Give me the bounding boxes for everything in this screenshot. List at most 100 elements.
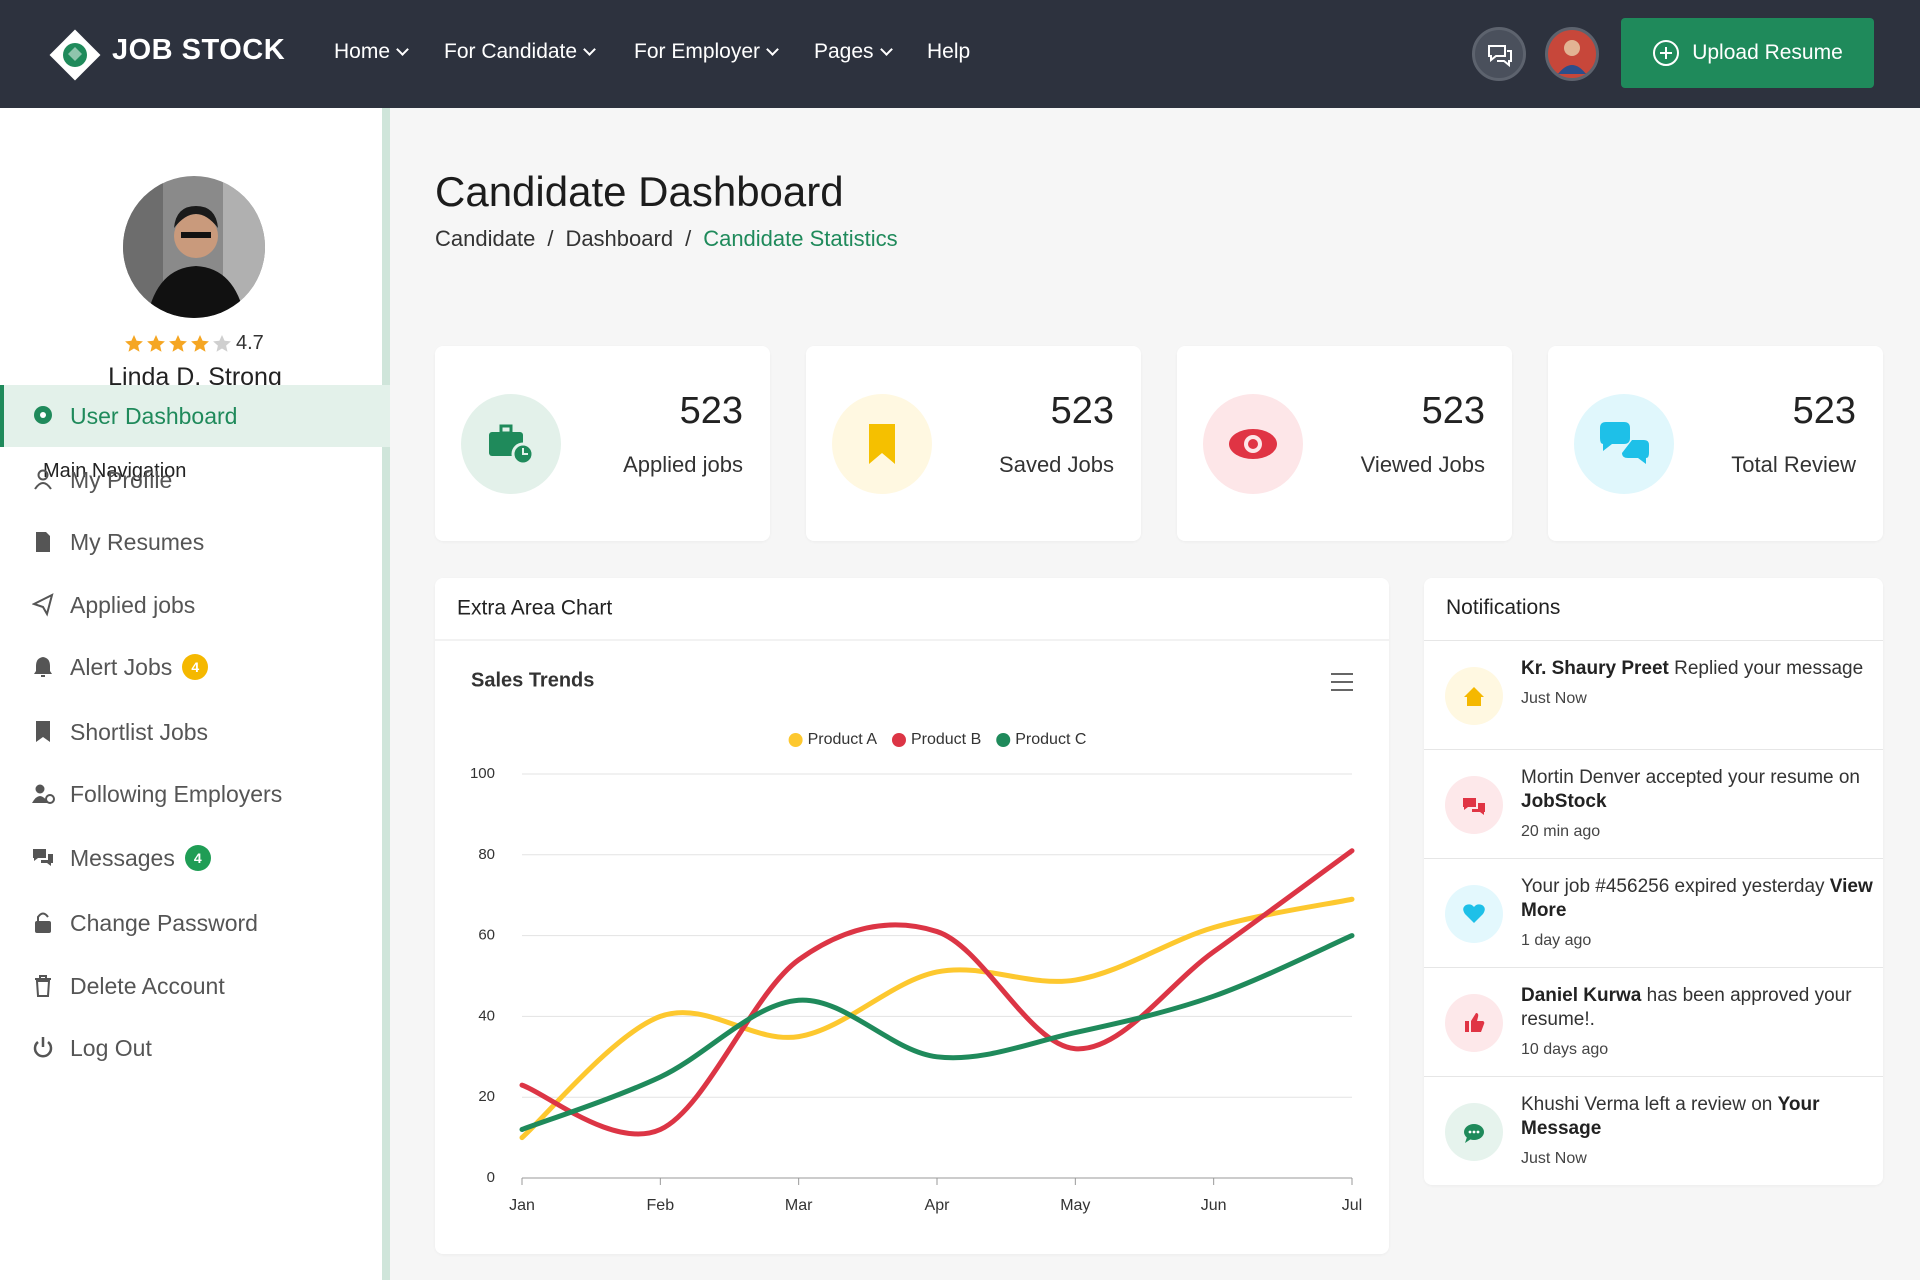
menu-item[interactable]: Delete Account — [0, 955, 390, 1017]
legend-swatch — [788, 733, 803, 747]
notification-icon — [1445, 776, 1503, 834]
menu-label: Applied jobs — [70, 591, 196, 618]
x-tick-label: Jul — [1342, 1197, 1362, 1214]
menu-item[interactable]: My Resumes — [0, 511, 390, 573]
menu-icon — [35, 912, 51, 933]
nav-link[interactable]: Home — [334, 40, 407, 64]
notification-text-part: Replied your message — [1668, 658, 1864, 679]
breadcrumb-item[interactable]: Candidate Statistics — [703, 226, 898, 251]
menu-item[interactable]: Messages 4 — [0, 827, 390, 889]
notification-icon — [1445, 885, 1503, 943]
chart: Extra Area Chart Sales Trends 0 20 40 60 80 1… — [435, 597, 1389, 1214]
notification-time: 1 day ago — [1521, 932, 1592, 949]
x-tick-label: May — [1060, 1197, 1090, 1214]
upload-resume-button[interactable]: Upload Resume — [1621, 18, 1874, 88]
chart-title: Sales Trends — [471, 669, 594, 691]
breadcrumb: Candidate / Dashboard / Candidate Statistics — [435, 226, 898, 252]
stat-label: Viewed Jobs — [1360, 452, 1485, 477]
menu-item[interactable]: Shortlist Jobs — [0, 701, 390, 763]
menu-item[interactable]: Alert Jobs 4 — [0, 636, 390, 698]
nav-heading: Main Navigation — [43, 460, 187, 482]
breadcrumb-item[interactable]: Dashboard — [565, 226, 674, 251]
notification-icon — [1445, 994, 1503, 1052]
stat-value: 523 — [1792, 390, 1856, 432]
nav-link[interactable]: Help — [927, 40, 971, 63]
brand[interactable]: JOB STOCK — [112, 34, 286, 66]
notification-text: Your job #456256 expired yesterday View … — [1521, 875, 1873, 953]
y-tick-label: 20 — [478, 1088, 495, 1105]
messages-icon[interactable] — [1472, 27, 1526, 81]
stat-card: 523 Total Review — [1548, 346, 1883, 541]
breadcrumb-item[interactable]: Candidate — [435, 226, 536, 251]
series-line — [519, 896, 1355, 1141]
profile-photo — [123, 176, 265, 318]
legend-label[interactable]: Product A — [808, 731, 878, 748]
menu-item[interactable]: Applied jobs — [0, 574, 390, 636]
menu-label: My Resumes — [70, 528, 205, 555]
nav-link[interactable]: Pages — [814, 40, 891, 64]
breadcrumb-separator: / — [685, 226, 692, 251]
notification-text-part: Your Message — [1521, 1094, 1820, 1139]
menu-label: User Dashboard — [70, 402, 238, 429]
notification-text-part: Khushi Verma left a review on — [1521, 1094, 1778, 1115]
stat-label: Total Review — [1731, 452, 1856, 477]
notifications-title: Notifications — [1446, 596, 1561, 619]
menu-badge: 4 — [182, 654, 209, 680]
stat-icon — [461, 394, 561, 494]
menu-icon — [34, 469, 52, 490]
menu-icon — [35, 975, 51, 997]
menu-label: Alert Jobs — [70, 653, 173, 680]
menu-item[interactable]: Log Out — [0, 1017, 390, 1079]
stat-label: Saved Jobs — [999, 452, 1114, 477]
notification[interactable]: Mortin Denver accepted your resume on Jo… — [1424, 749, 1883, 858]
notification-time: Just Now — [1521, 690, 1587, 707]
menu-item[interactable]: User Dashboard — [0, 385, 390, 447]
y-tick-label: 80 — [478, 846, 495, 863]
user-avatar[interactable] — [1545, 27, 1599, 81]
x-tick-label: Mar — [785, 1197, 813, 1214]
menu-icon — [33, 1037, 53, 1058]
stat-card: 523 Saved Jobs — [806, 346, 1141, 541]
menu-item[interactable]: Following Employers — [0, 763, 390, 825]
menu-label: Messages — [70, 844, 175, 871]
y-tick-label: 0 — [487, 1169, 495, 1186]
stat-card: 523 Applied jobs — [435, 346, 770, 541]
chart-card: Extra Area Chart Sales Trends 0 20 40 60 80 1… — [435, 578, 1389, 1254]
menu-label: Log Out — [70, 1034, 152, 1061]
sidebar: 4.7 Linda D. Strong Front-End Developer … — [0, 108, 390, 1280]
notification-text-part: Daniel Kurwa — [1521, 985, 1642, 1006]
x-tick-label: Jan — [509, 1197, 535, 1214]
chart-menu[interactable] — [1331, 673, 1353, 691]
y-tick-label: 100 — [470, 765, 495, 782]
notification-time: 20 min ago — [1521, 823, 1601, 840]
rating-value: 4.7 — [236, 332, 264, 354]
plus-icon — [1653, 40, 1680, 66]
notification[interactable]: Khushi Verma left a review on Your Messa… — [1424, 1076, 1883, 1185]
menu-item[interactable]: Change Password — [0, 892, 390, 954]
x-tick-label: Jun — [1201, 1197, 1227, 1214]
breadcrumb-separator: / — [547, 226, 554, 251]
notification[interactable]: Your job #456256 expired yesterday View … — [1424, 858, 1883, 967]
legend-swatch — [891, 733, 906, 747]
menu-item[interactable]: My Profile — [0, 449, 390, 511]
rating-stars — [125, 335, 231, 352]
nav-link[interactable]: For Candidate — [444, 40, 594, 64]
menu-label: Delete Account — [70, 972, 225, 999]
series-line — [519, 933, 1355, 1133]
avatar-glyph — [1558, 40, 1586, 74]
legend-label[interactable]: Product B — [911, 731, 981, 748]
notification-text-part: JobStock — [1521, 791, 1607, 812]
card-title: Extra Area Chart — [457, 597, 612, 620]
notification-text-part: has been approved your resume!. — [1521, 985, 1852, 1030]
stat-value: 523 — [679, 390, 743, 432]
nav-link[interactable]: For Employer — [634, 40, 777, 64]
legend-swatch — [996, 733, 1011, 747]
menu-icon — [36, 532, 50, 552]
notification[interactable]: Kr. Shaury Preet Replied your message Jus… — [1424, 640, 1883, 749]
notification[interactable]: Daniel Kurwa has been approved your resu… — [1424, 967, 1883, 1076]
notification-time: 10 days ago — [1521, 1041, 1609, 1058]
x-tick-label: Apr — [925, 1197, 951, 1214]
legend-label[interactable]: Product C — [1015, 731, 1086, 748]
menu-icon — [33, 849, 53, 866]
